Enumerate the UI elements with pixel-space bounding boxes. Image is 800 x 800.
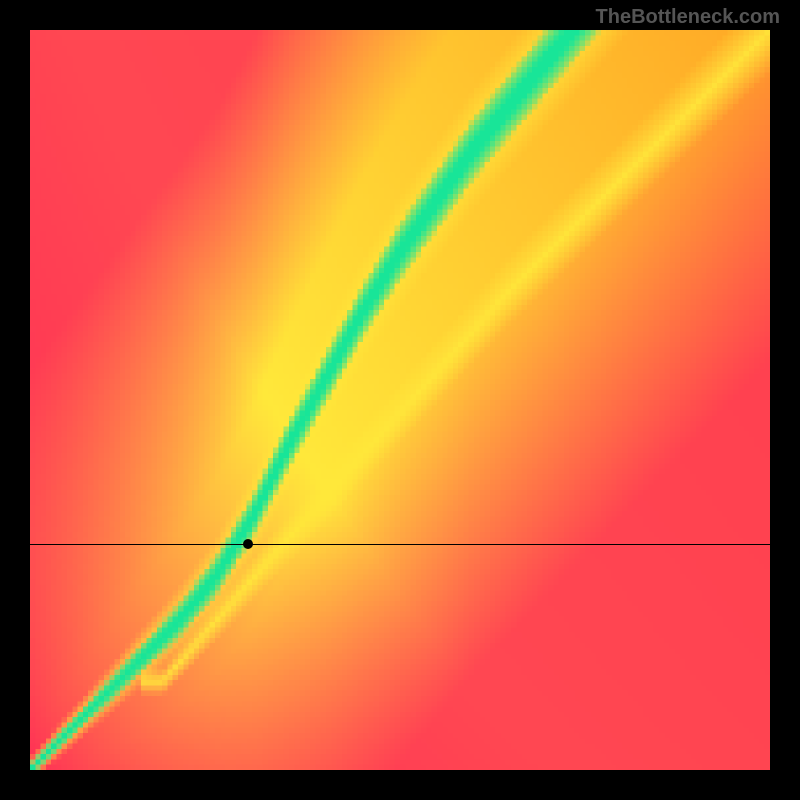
- crosshair-horizontal: [30, 544, 770, 545]
- heatmap-plot-area: [30, 30, 770, 770]
- watermark-text: TheBottleneck.com: [596, 6, 780, 29]
- selected-point-marker: [243, 539, 253, 549]
- heatmap-canvas: [30, 30, 770, 770]
